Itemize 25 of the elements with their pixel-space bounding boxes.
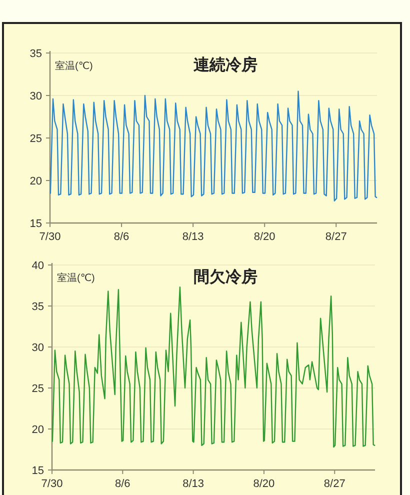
y-axis-title: 室温(℃) (57, 272, 95, 284)
x-tick-label: 8/13 (182, 478, 204, 490)
y-tick-label: 15 (30, 218, 42, 230)
y-tick-label: 15 (32, 465, 44, 477)
y-tick-label: 35 (30, 48, 42, 60)
x-tick-label: 8/6 (115, 478, 130, 490)
x-tick-label: 8/27 (325, 231, 347, 243)
y-tick-label: 40 (32, 260, 44, 272)
y-tick-label: 20 (32, 424, 44, 436)
x-tick-label: 8/13 (182, 231, 204, 243)
x-tick-label: 7/30 (39, 231, 61, 243)
y-tick-label: 30 (30, 90, 42, 102)
x-tick-label: 8/6 (114, 231, 130, 243)
y-axis-title: 室温(℃) (55, 60, 93, 72)
chart-title: 連続冷房 (194, 55, 258, 74)
y-tick-label: 25 (32, 383, 44, 395)
chart-title: 間欠冷房 (194, 267, 258, 286)
y-tick-label: 25 (30, 133, 42, 145)
y-tick-label: 30 (32, 342, 44, 354)
x-tick-label: 8/20 (253, 478, 275, 490)
y-tick-label: 20 (30, 176, 42, 188)
x-tick-label: 8/27 (324, 478, 346, 490)
y-tick-label: 35 (32, 301, 44, 313)
x-tick-label: 7/30 (41, 478, 63, 490)
x-tick-label: 8/20 (254, 231, 276, 243)
